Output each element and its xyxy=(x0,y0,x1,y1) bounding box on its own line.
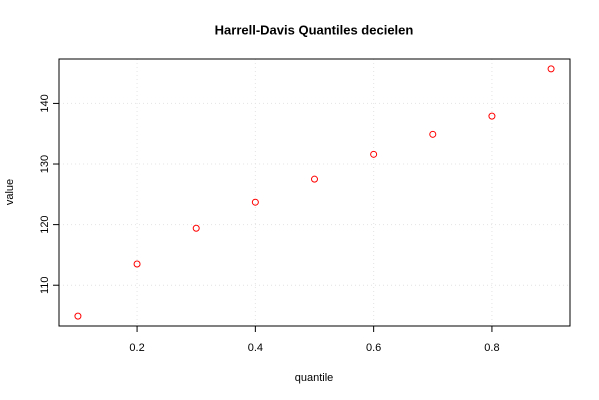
x-tick-label: 0.2 xyxy=(129,342,144,354)
x-tick-label: 0.4 xyxy=(248,342,263,354)
x-axis-label: quantile xyxy=(295,372,334,384)
point xyxy=(429,130,437,138)
y-axis-label: value xyxy=(4,179,16,205)
point xyxy=(370,150,378,158)
point xyxy=(192,224,200,232)
point xyxy=(133,260,141,268)
y-tick-label: 140 xyxy=(39,94,51,112)
point xyxy=(251,198,259,206)
plot-frame xyxy=(58,58,571,327)
point xyxy=(488,112,496,120)
y-tick-label: 110 xyxy=(39,276,51,294)
chart-title: Harrell-Davis Quantiles decielen xyxy=(215,22,414,37)
point xyxy=(74,312,82,320)
point xyxy=(547,65,555,73)
point xyxy=(311,175,318,183)
x-tick-label: 0.6 xyxy=(366,342,381,354)
y-tick-label: 120 xyxy=(39,215,51,233)
y-tick-label: 130 xyxy=(39,155,51,173)
x-tick-label: 0.8 xyxy=(484,342,499,354)
